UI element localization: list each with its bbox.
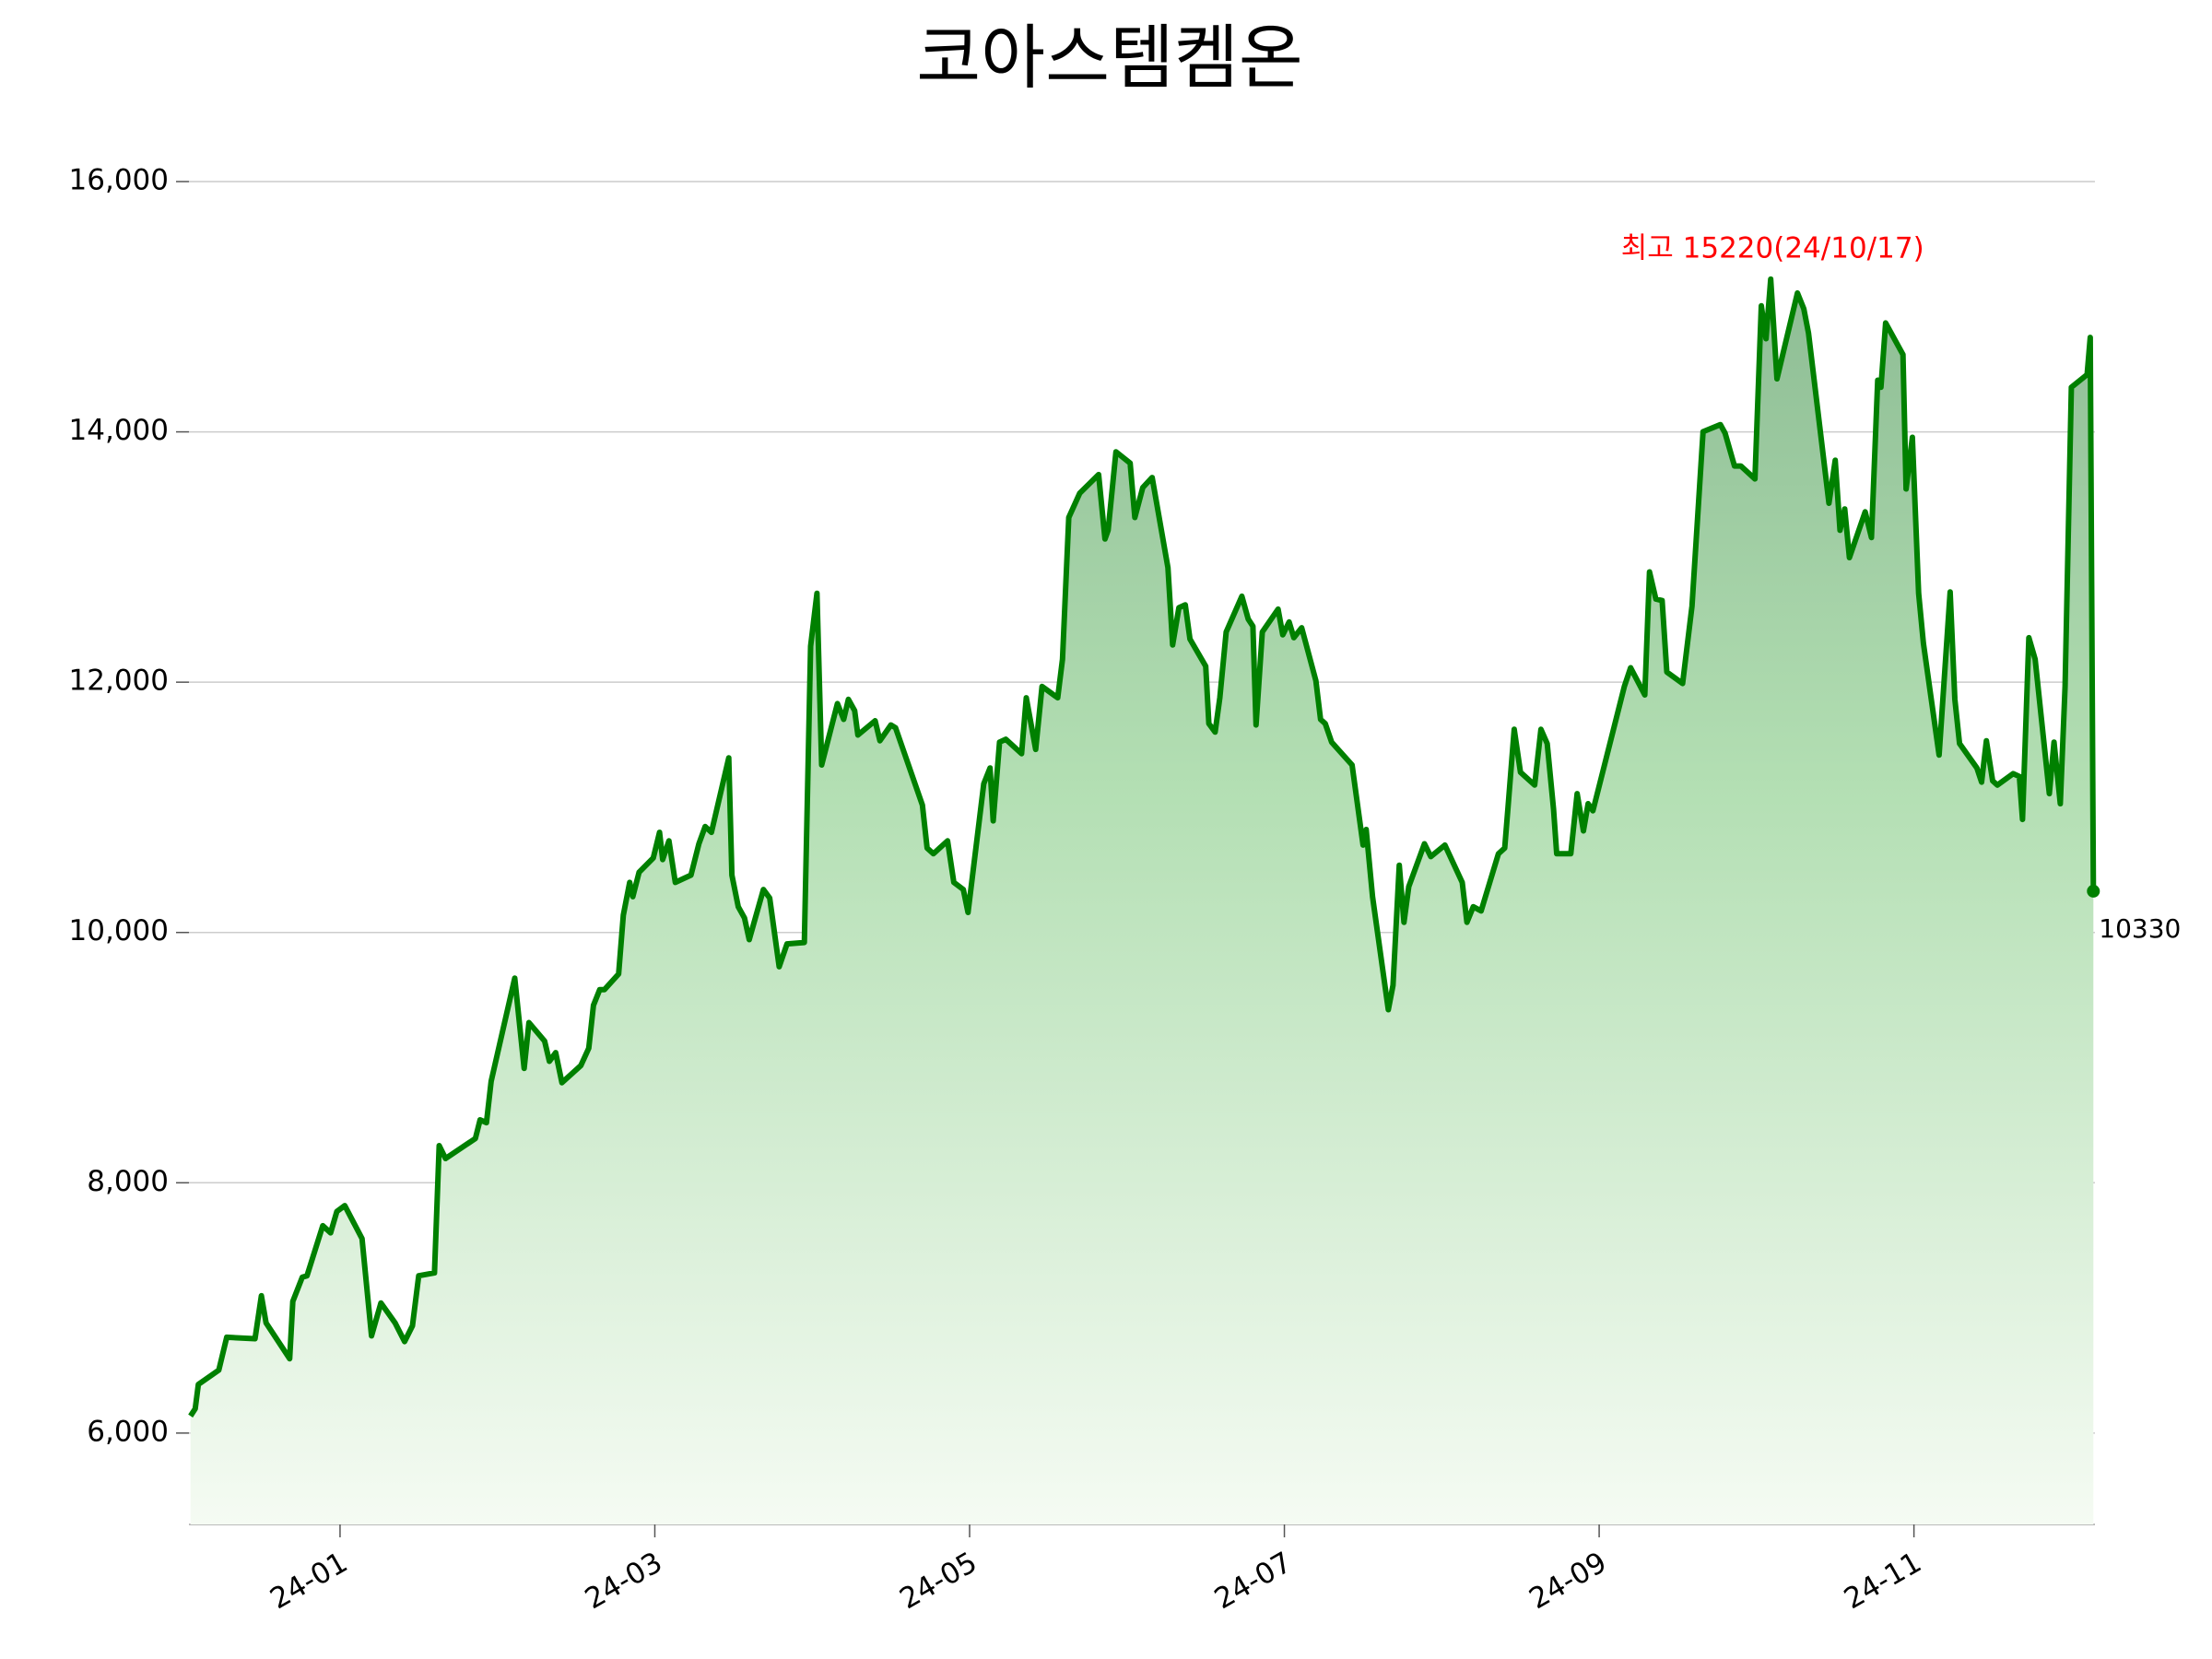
x-tick-label: 24-11 bbox=[1839, 1546, 1927, 1616]
x-tick-label: 24-05 bbox=[894, 1546, 982, 1616]
price-line bbox=[188, 276, 2097, 1418]
last-point bbox=[2087, 884, 2100, 898]
y-tick-label: 14,000 bbox=[69, 414, 169, 447]
area bbox=[190, 278, 2094, 1524]
max-annotation: 최고 15220(24/10/17) bbox=[1621, 231, 1924, 265]
x-tick-label: 24-09 bbox=[1524, 1546, 1612, 1616]
y-tick-label: 10,000 bbox=[69, 914, 169, 947]
y-tick-label: 6,000 bbox=[87, 1415, 169, 1448]
chart-title: 코아스템켐온 bbox=[916, 17, 1303, 99]
last-value-label: 10330 bbox=[2099, 913, 2181, 944]
x-tick-label: 24-07 bbox=[1209, 1546, 1298, 1616]
x-tick-label: 24-01 bbox=[265, 1546, 353, 1616]
y-tick-label: 12,000 bbox=[69, 665, 169, 698]
y-tick-label: 16,000 bbox=[69, 164, 169, 197]
y-tick-label: 8,000 bbox=[87, 1165, 169, 1198]
x-tick-label: 24-03 bbox=[580, 1546, 668, 1616]
